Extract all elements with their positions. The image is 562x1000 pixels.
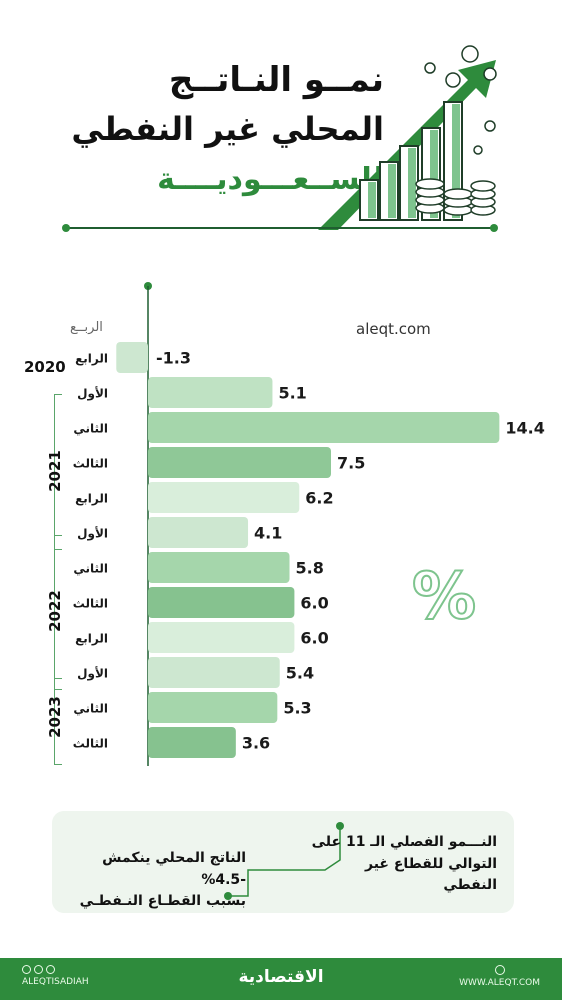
- instagram-icon[interactable]: [22, 965, 31, 974]
- note-contraction-line-2: بسبب القطـاع النـفطـي: [79, 893, 246, 910]
- bar-chart: -1.3 الرابع 5.1 الأول 14.4 الثاني 7.5 الثالث 6.2…: [73, 286, 545, 766]
- year-label-2022: 2022: [45, 590, 64, 632]
- percent-symbol: %: [411, 559, 477, 635]
- footer-social: ALEQTISADIAH: [22, 965, 89, 987]
- quarter-label: الثاني: [73, 562, 108, 576]
- quarter-label: الأول: [77, 526, 108, 542]
- brand-logo[interactable]: الاقتصادية: [238, 967, 324, 987]
- chart-source: aleqt.com: [356, 320, 431, 338]
- social-handle[interactable]: ALEQTISADIAH: [22, 977, 89, 987]
- note-growth-line-1: النـــمو الفصلي الـ 11 على: [311, 834, 497, 850]
- chart-area: aleqt.com الربــع % -1.3 الرابع 5.1 الأول 14…: [0, 270, 562, 770]
- year-bracket-2022: [54, 535, 62, 690]
- bar-2020-q1: [116, 342, 148, 373]
- footer: ALEQTISADIAH الاقتصادية WWW.ALEQT.COM: [0, 958, 562, 1000]
- x-icon[interactable]: [46, 965, 55, 974]
- quarter-label: الأول: [77, 386, 108, 402]
- bar-2023-q10: [148, 657, 280, 688]
- quarter-label: الثالث: [73, 597, 108, 611]
- bar-2022-q7: [148, 552, 290, 583]
- header-divider-dot-left: [62, 224, 70, 232]
- bar-value-label: 3.6: [242, 734, 270, 753]
- bar-value-label: 4.1: [254, 524, 282, 543]
- bar-2021-q3: [148, 412, 500, 443]
- quarter-label: الرابع: [75, 352, 108, 366]
- quarter-label: الأول: [77, 666, 108, 682]
- bar-value-label: 5.3: [283, 699, 311, 718]
- growth-arrow-illustration: [318, 45, 497, 230]
- note-contraction-line-1: الناتج المحلي ينكمش -4.5%: [102, 850, 246, 888]
- bar-2022-q8: [148, 587, 295, 618]
- quarter-label: الرابع: [75, 492, 108, 506]
- bar-value-label: 14.4: [505, 419, 544, 438]
- bar-2021-q5: [148, 482, 300, 513]
- year-label-2023: 2023: [45, 696, 64, 738]
- quarter-label: الثاني: [73, 422, 108, 436]
- quarter-label: الرابع: [75, 632, 108, 646]
- note-growth: النـــمو الفصلي الـ 11 على التوالي للقطا…: [307, 832, 497, 897]
- quarter-label: الثالث: [73, 737, 108, 751]
- note-growth-line-2: التوالي للقطاع غير النفطي: [364, 855, 497, 894]
- bar-2023-q11: [148, 692, 278, 723]
- year-label-2020: 2020: [24, 358, 66, 376]
- title-line-1: نمــو النـاتــج: [168, 60, 384, 100]
- bar-2022-q9: [148, 622, 295, 653]
- website-link[interactable]: WWW.ALEQT.COM: [459, 978, 540, 988]
- note-contraction: الناتج المحلي ينكمش -4.5% بسبب القطـاع ا…: [66, 848, 246, 913]
- bar-2022-q6: [148, 517, 249, 548]
- quarter-column-header: الربــع: [70, 320, 103, 335]
- title-line-3: للســعـــوديــــة: [157, 162, 384, 197]
- bar-value-label: 6.2: [305, 489, 333, 508]
- title-line-2: المحلي غير النفطي: [71, 110, 384, 148]
- bar-value-label: 5.1: [278, 384, 306, 403]
- year-bracket-2023: [54, 678, 62, 765]
- bar-2021-q2: [148, 377, 273, 408]
- bar-value-label: -1.3: [156, 349, 191, 368]
- bar-value-label: 6.0: [300, 594, 328, 613]
- header-divider: [66, 227, 496, 229]
- quarter-label: الثالث: [73, 457, 108, 471]
- quarter-label: الثاني: [73, 702, 108, 716]
- bar-value-label: 5.4: [286, 664, 314, 683]
- year-label-2021: 2021: [45, 450, 64, 492]
- globe-icon: [494, 965, 505, 975]
- footer-website[interactable]: WWW.ALEQT.COM: [459, 965, 540, 988]
- year-bracket-2021: [54, 394, 62, 550]
- bar-value-label: 7.5: [337, 454, 365, 473]
- bar-value-label: 5.8: [296, 559, 324, 578]
- facebook-icon[interactable]: [34, 965, 43, 974]
- bar-2021-q4: [148, 447, 331, 478]
- bar-value-label: 6.0: [300, 629, 328, 648]
- header-divider-dot-right: [490, 224, 498, 232]
- bar-2023-q12: [148, 727, 236, 758]
